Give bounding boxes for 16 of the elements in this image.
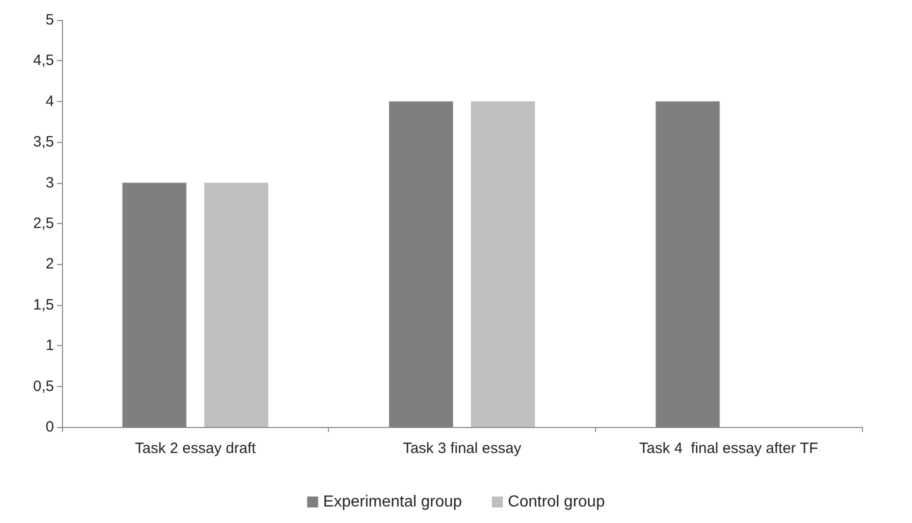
y-tick-label: 5 (46, 12, 54, 28)
y-tick-label: 2 (46, 256, 54, 273)
y-tick-label: 4,5 (33, 52, 54, 70)
x-tick-label: Task 3 final essay (402, 440, 522, 457)
y-tick-label: 3,5 (33, 134, 54, 151)
legend-label: Experimental group (323, 494, 462, 510)
y-tick-label: 0 (46, 418, 54, 436)
x-tick-label: Task 4 final essay after TF (639, 440, 818, 457)
legend-label: Control group (508, 494, 605, 510)
x-tick-label: Task 2 essay draft (134, 440, 257, 457)
y-tick-label: 3 (46, 174, 54, 192)
y-tick-label: 0,5 (33, 378, 54, 395)
y-tick-label: 1,5 (33, 296, 54, 314)
y-tick-label: 2,5 (33, 215, 54, 232)
y-tick-label: 1 (46, 337, 54, 354)
y-tick-label: 4 (46, 92, 54, 110)
